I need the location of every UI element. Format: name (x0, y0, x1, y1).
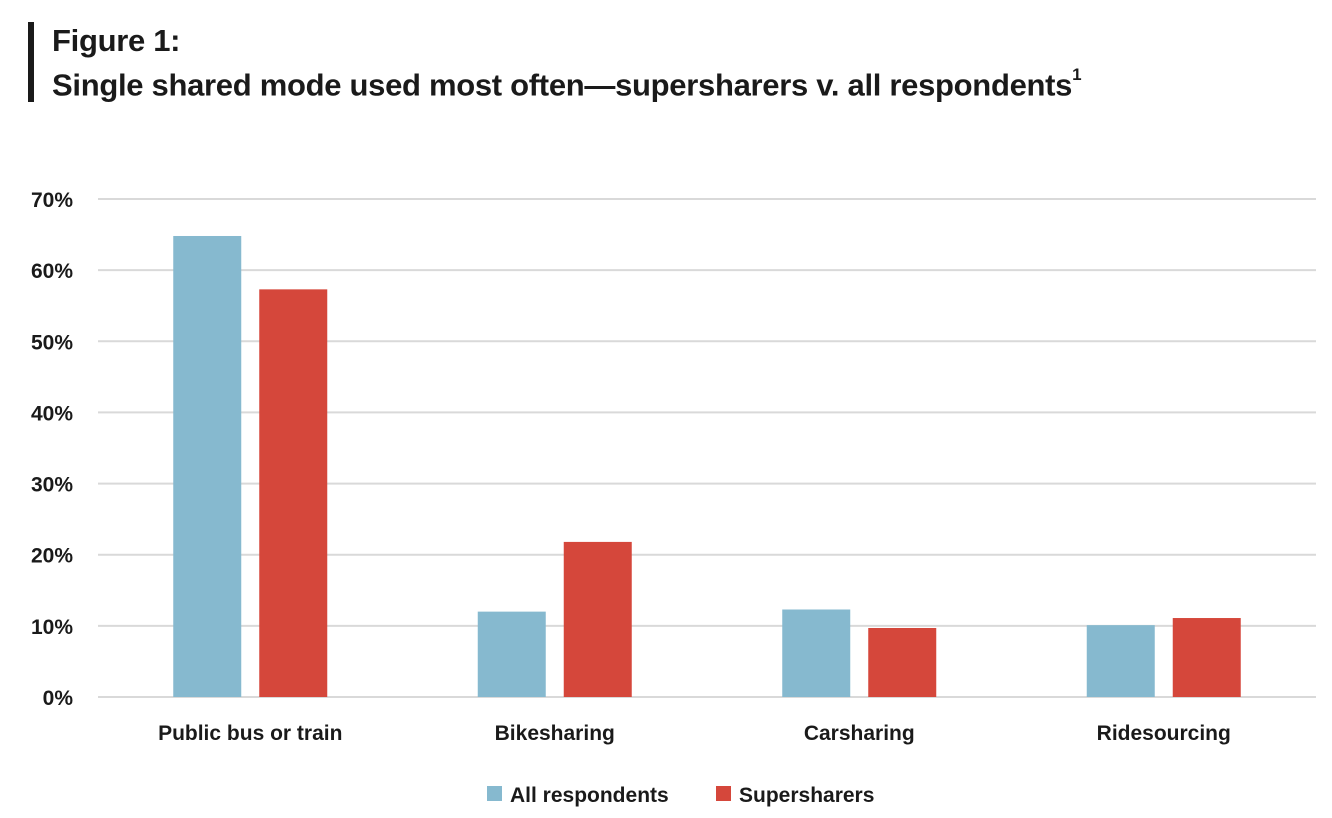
legend-swatch-all-respondents (487, 786, 502, 801)
figure-label: Figure 1: (52, 23, 181, 58)
bar-supersharers (1172, 618, 1241, 697)
footnote-marker: 1 (1072, 65, 1082, 84)
y-tick-label: 20% (31, 545, 73, 568)
figure-title: Single shared mode used most often—super… (52, 60, 1082, 104)
legend-label-supersharers: Supersharers (739, 784, 874, 807)
figure-title-text: Single shared mode used most often—super… (52, 67, 1073, 103)
y-tick-label: 0% (43, 687, 74, 710)
bar-supersharers (868, 627, 937, 697)
bar-all-respondents (782, 609, 851, 697)
y-tick-label: 40% (31, 402, 73, 425)
x-tick-label: Bikesharing (495, 722, 615, 745)
y-tick-label: 50% (31, 331, 73, 354)
bar-all-respondents (1086, 625, 1155, 697)
bar-all-respondents (477, 611, 546, 697)
y-tick-label: 60% (31, 260, 73, 283)
bar-all-respondents (173, 235, 242, 697)
legend-label-all-respondents: All respondents (510, 784, 669, 807)
y-tick-label: 70% (31, 189, 73, 212)
y-tick-label: 30% (31, 474, 73, 497)
figure-title-block: Figure 1: Single shared mode used most o… (28, 22, 1082, 104)
x-tick-label: Ridesourcing (1097, 722, 1231, 745)
x-tick-label: Public bus or train (158, 722, 342, 745)
legend-swatch-supersharers (716, 786, 731, 801)
bar-supersharers (259, 289, 328, 697)
y-tick-label: 10% (31, 616, 73, 639)
x-tick-label: Carsharing (804, 722, 915, 745)
bar-supersharers (563, 541, 632, 697)
